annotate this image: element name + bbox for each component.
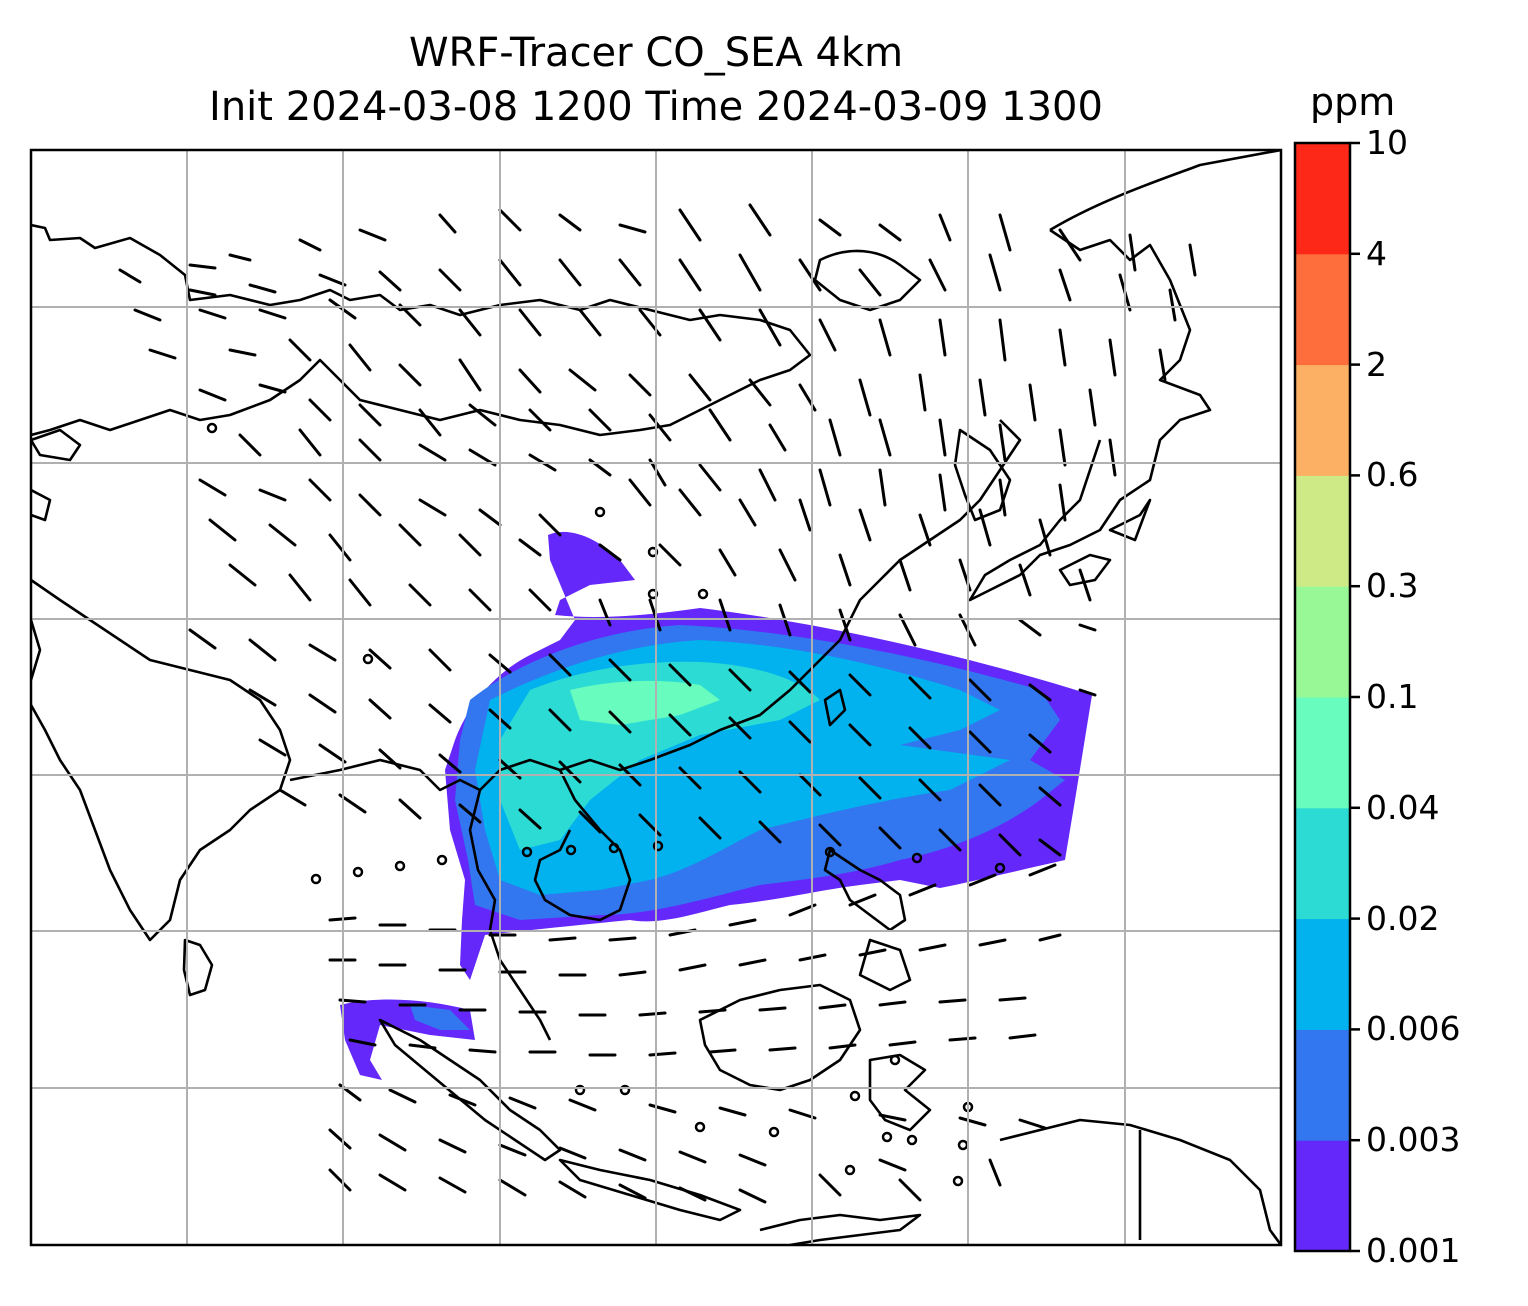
calm-marker xyxy=(362,653,374,665)
colorbar-segment xyxy=(1295,1029,1350,1141)
coastline-srilanka xyxy=(182,938,214,997)
coastline-java xyxy=(558,1158,742,1222)
coastline-borneo xyxy=(698,983,862,1092)
wind-barb xyxy=(208,518,1092,602)
map-frame xyxy=(29,148,1283,1247)
colorbar-segment xyxy=(1295,807,1350,920)
calm-marker xyxy=(310,873,322,885)
wind-barb xyxy=(198,478,1052,557)
coastline-mongolia xyxy=(813,249,922,312)
colorbar-tick-label: 0.001 xyxy=(1366,1231,1461,1270)
plume-layer-south-inner xyxy=(410,1005,470,1030)
colorbar-segment xyxy=(1295,586,1350,698)
calm-marker xyxy=(574,1084,586,1096)
coastline-west-misc xyxy=(31,428,82,681)
calm-marker xyxy=(697,588,709,600)
wind-barb xyxy=(338,996,1027,1017)
coastline-north-asia xyxy=(31,223,812,437)
calm-marker xyxy=(565,844,577,856)
calm-marker xyxy=(206,422,218,434)
calm-marker xyxy=(994,862,1006,874)
colorbar-segment xyxy=(1295,918,1350,1030)
wind-barb xyxy=(328,1168,922,1204)
coastline-sulawesi xyxy=(868,1053,932,1132)
colorbar-tick-label: 4 xyxy=(1366,233,1387,273)
colorbar-segment xyxy=(1295,143,1350,255)
colorbar-tick-label: 0.04 xyxy=(1366,787,1440,827)
colorbar-tick-label: 0.003 xyxy=(1366,1120,1461,1160)
colorbar-tick-label: 10 xyxy=(1366,123,1408,162)
tracer-plume xyxy=(340,531,1092,1080)
coastline-sumatra xyxy=(378,1018,562,1162)
colorbar-segment xyxy=(1295,697,1350,809)
gridlines xyxy=(31,150,1281,1245)
wind-barb xyxy=(133,298,1167,382)
colorbar-segment xyxy=(1295,253,1350,366)
calm-marker xyxy=(352,866,364,878)
colorbar-tick-label: 0.1 xyxy=(1366,677,1419,716)
colorbar-segment xyxy=(1295,475,1350,587)
calm-marker xyxy=(889,1054,901,1066)
map-title-line1: WRF-Tracer CO_SEA 4km xyxy=(408,30,904,76)
colorbar-ticks xyxy=(1350,141,1360,1253)
coastline-india xyxy=(31,578,292,942)
colorbar-tick-label: 0.02 xyxy=(1366,898,1440,938)
calm-marker xyxy=(911,852,923,864)
wind-barb xyxy=(198,383,1117,477)
calm-marker xyxy=(608,842,620,854)
wind-barb xyxy=(228,563,1097,647)
coastline-china-south xyxy=(289,419,1022,792)
colorbar xyxy=(1295,143,1350,1252)
calm-marker xyxy=(906,1134,918,1146)
coastline-newguinea xyxy=(999,1118,1281,1245)
calm-marker xyxy=(881,1131,893,1143)
wind-barbs xyxy=(118,203,1197,1204)
colorbar-tick-label: 2 xyxy=(1366,344,1387,384)
colorbar-segment xyxy=(1295,1140,1350,1252)
calm-marker xyxy=(849,1090,861,1102)
calm-marker xyxy=(952,1175,964,1187)
calm-marker xyxy=(394,860,406,872)
map-title-line2: Init 2024-03-08 1200 Time 2024-03-09 130… xyxy=(209,84,1103,130)
calm-marker xyxy=(824,846,836,858)
colorbar-tick-label: 0.3 xyxy=(1366,566,1419,606)
calm-marker xyxy=(768,1126,780,1138)
coastline-japan xyxy=(1058,498,1152,587)
wind-barb xyxy=(338,1083,1047,1130)
colorbar-unit: ppm xyxy=(1310,80,1396,124)
wind-barb xyxy=(348,1033,1037,1057)
calm-marker xyxy=(844,1164,856,1176)
colorbar-tick-label: 0.006 xyxy=(1366,1009,1461,1049)
plume-layer-0.04 xyxy=(570,680,720,725)
wind-barb xyxy=(148,338,1097,427)
coastline-australia xyxy=(759,1213,922,1245)
calm-markers xyxy=(206,422,1006,1187)
wind-barb xyxy=(328,1128,1002,1187)
calm-marker xyxy=(619,1084,631,1096)
coastline-northeast xyxy=(968,150,1281,602)
calm-marker xyxy=(652,840,664,852)
calm-marker xyxy=(594,506,606,518)
calm-marker xyxy=(521,846,533,858)
coastline-korea xyxy=(953,428,1012,522)
wind-barb xyxy=(278,788,1062,857)
calm-marker xyxy=(694,1121,706,1133)
calm-marker xyxy=(436,854,448,866)
colorbar-tick-label: 0.6 xyxy=(1366,455,1419,495)
colorbar-segment xyxy=(1295,364,1350,476)
wind-barb xyxy=(188,203,1197,277)
coastline-taiwan xyxy=(823,688,847,727)
